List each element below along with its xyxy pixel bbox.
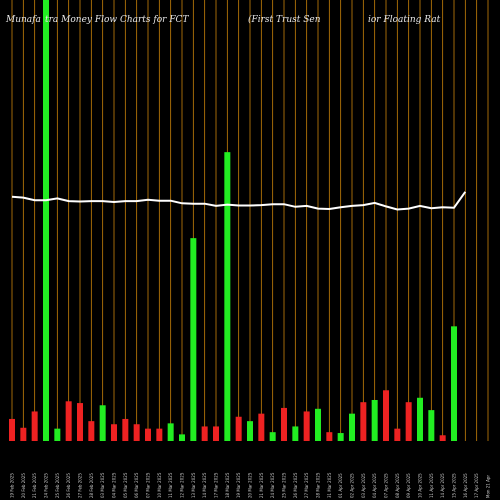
- bar: [65, 401, 72, 441]
- bar: [360, 402, 367, 441]
- bar: [315, 408, 321, 441]
- x-tick-label: 24 Mar 2025: [270, 472, 275, 498]
- bar: [111, 424, 117, 441]
- x-tick-labels: 19 Feb 2025 20 Feb 2025 21 Feb 2025 24 Feb …: [10, 472, 491, 498]
- bar: [77, 403, 83, 441]
- x-tick-label: 25 Feb 2025: [55, 473, 60, 498]
- x-tick-label: 20 Mar 2025: [248, 472, 253, 498]
- bar: [428, 410, 435, 441]
- x-tick-label: 06 Mar 2025: [134, 472, 139, 498]
- x-tick-label: 17 Mar 2025: [214, 472, 219, 498]
- x-tick-label: 16 Apr 2025: [463, 473, 468, 498]
- x-tick-label: 05 Mar 2025: [123, 472, 128, 498]
- bar: [167, 423, 174, 441]
- bar: [383, 390, 389, 441]
- bar: [281, 407, 287, 441]
- x-tick-label: 03 Mar 2025: [100, 472, 105, 498]
- bar: [88, 421, 95, 441]
- bar: [133, 424, 140, 441]
- bar: [156, 428, 163, 441]
- x-tick-label: 28 Feb 2025: [89, 473, 94, 498]
- x-tick-label: 07 Apr 2025: [384, 473, 389, 498]
- x-tick-label: 21 Feb 2025: [32, 473, 37, 498]
- bar: [405, 402, 412, 441]
- bar: [235, 416, 242, 441]
- x-tick-label: 25 Mar 2025: [282, 472, 287, 498]
- x-tick-label: 08 Apr 2025: [395, 473, 400, 498]
- x-tick-label: 21 Mar 2025: [259, 472, 264, 498]
- x-tick-label: 27 Mar 2025: [304, 472, 309, 498]
- bar: [99, 405, 106, 441]
- x-tick-label: 18 Mar 2025: [225, 472, 230, 498]
- bar: [224, 152, 231, 441]
- x-tick-label: 27 Feb 2025: [78, 473, 83, 498]
- bar: [269, 432, 276, 441]
- x-tick-label: 07 Mar 2025: [146, 472, 151, 498]
- bar: [439, 435, 446, 441]
- bar: [371, 399, 378, 441]
- bar: [337, 433, 344, 441]
- bar: [394, 428, 401, 441]
- x-tick-label: 28 Mar 2025: [316, 472, 321, 498]
- x-tick-label: 26 Mar 2025: [293, 472, 298, 498]
- bar: [54, 428, 61, 441]
- x-tick-label: 15 Apr 2025: [452, 473, 457, 498]
- x-tick-label: 09 Apr 2025: [406, 473, 411, 498]
- x-tick-label: 19 Feb 2025: [10, 473, 15, 498]
- x-tick-label: 04 Apr 2025: [372, 473, 377, 498]
- bar: [31, 411, 38, 441]
- bar: [303, 411, 310, 441]
- bar: [451, 326, 457, 441]
- price-line: [11, 191, 467, 211]
- bar: [122, 418, 129, 441]
- x-tick-label: 02 Apr 2025: [350, 473, 355, 498]
- bar: [190, 238, 197, 441]
- bar: [43, 0, 49, 441]
- chart-title-left: Munafa: [5, 15, 41, 25]
- x-tick-label: 12 Mar 2025: [180, 472, 185, 498]
- bar: [145, 428, 151, 441]
- bar: [417, 397, 423, 441]
- bar: [247, 421, 253, 441]
- x-tick-label: 04 Mar 2025: [112, 472, 117, 498]
- x-tick-label: 26 Feb 2025: [66, 473, 71, 498]
- x-tick-label: 01 Apr 2025: [338, 473, 343, 498]
- x-tick-label: 31 Mar 2025: [327, 472, 332, 498]
- bar: [179, 434, 185, 441]
- bar: [213, 426, 219, 441]
- bars: [9, 0, 457, 441]
- x-tick-label: 17 Apr 2025: [474, 473, 479, 498]
- bar: [20, 427, 27, 441]
- x-tick-label: 24 Feb 2025: [44, 473, 49, 498]
- bar: [258, 413, 265, 441]
- bar: [292, 426, 299, 441]
- x-tick-label: 13 Mar 2025: [191, 472, 196, 498]
- x-tick-label: 20 Feb 2025: [21, 473, 26, 498]
- x-tick-label: 14 Mar 2025: [202, 472, 207, 498]
- bar: [349, 413, 355, 441]
- x-tick-label: 14 Apr 2025: [440, 473, 445, 498]
- chart-title-right-a: (First Trust Sen: [248, 14, 321, 25]
- chart-title-mid: tra Money Flow Charts for FCT: [45, 15, 189, 25]
- x-tick-label: 11 Apr 2025: [429, 473, 434, 498]
- chart-title-right-b: ior Floating Rat: [368, 15, 441, 25]
- x-tick-label: Mon 21 Apr: [486, 475, 491, 498]
- x-tick-label: 10 Apr 2025: [418, 473, 423, 498]
- bar: [9, 418, 15, 441]
- x-tick-label: 19 Mar 2025: [236, 472, 241, 498]
- x-tick-label: 03 Apr 2025: [361, 473, 366, 498]
- bar: [201, 426, 208, 441]
- x-tick-label: 11 Mar 2025: [168, 472, 173, 498]
- x-tick-label: 10 Mar 2025: [157, 472, 162, 498]
- bar: [326, 432, 333, 441]
